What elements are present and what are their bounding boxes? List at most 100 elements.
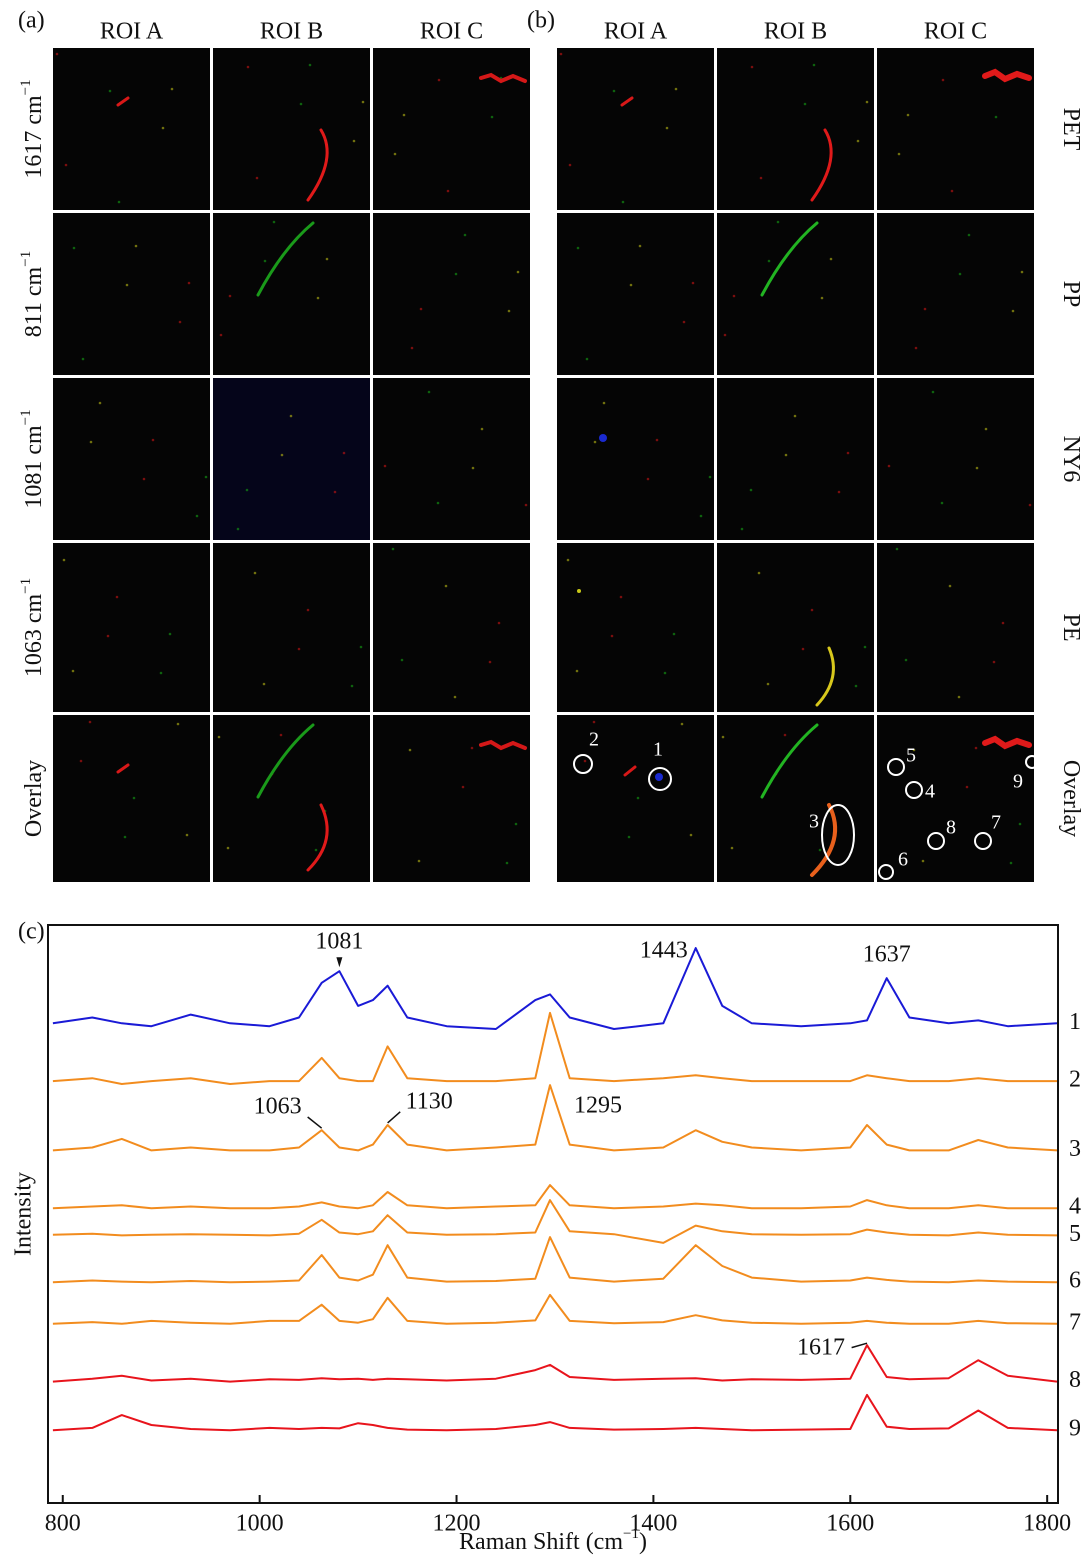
- speckle: [1001, 621, 1005, 625]
- speckle: [559, 52, 563, 56]
- speckle: [846, 451, 850, 455]
- speckle: [132, 796, 136, 800]
- speckle: [115, 595, 119, 599]
- speckle: [142, 477, 146, 481]
- feature: [306, 803, 329, 872]
- speckle: [1018, 822, 1022, 826]
- image-background: [557, 543, 714, 712]
- speckle: [837, 490, 841, 494]
- speckle: [391, 547, 395, 551]
- speckle: [436, 501, 440, 505]
- image-cell: [557, 715, 714, 882]
- column-header: ROI A: [604, 19, 668, 45]
- legend-label: 4: [1069, 1194, 1081, 1220]
- speckle: [79, 759, 83, 763]
- column-header: ROI C: [420, 19, 483, 45]
- marker-ellipse: [821, 804, 855, 866]
- image-cell: [717, 48, 874, 210]
- speckle: [170, 87, 174, 91]
- speckle: [699, 514, 703, 518]
- speckle: [636, 796, 640, 800]
- speckle: [488, 660, 492, 664]
- image-cell: [213, 48, 370, 210]
- marker-circle: [648, 767, 672, 791]
- speckle: [593, 440, 597, 444]
- speckle: [204, 475, 208, 479]
- speckle: [629, 283, 633, 287]
- image-background: [717, 48, 874, 210]
- speckle: [895, 547, 899, 551]
- speckle: [187, 281, 191, 285]
- speckle: [812, 63, 816, 67]
- annotation: 1617: [797, 1335, 845, 1361]
- row-label-part: PE: [1058, 613, 1083, 641]
- speckle: [236, 527, 240, 531]
- image-background: [717, 213, 874, 375]
- row-label: 1617 cm−1: [18, 79, 46, 178]
- speckle: [767, 259, 771, 263]
- speckle: [740, 527, 744, 531]
- speckle: [427, 390, 431, 394]
- speckle: [638, 244, 642, 248]
- row-label: 1063 cm−1: [18, 578, 46, 677]
- marker-label: 7: [991, 812, 1001, 834]
- speckle: [226, 846, 230, 850]
- image-cell: [53, 378, 210, 540]
- marker-circle: [927, 832, 945, 850]
- feature: [623, 765, 637, 777]
- speckle: [159, 671, 163, 675]
- speckle: [931, 390, 935, 394]
- marker-label: 5: [906, 745, 916, 767]
- speckle: [383, 464, 387, 468]
- marker-label: 3: [809, 811, 819, 833]
- image-cell: [213, 543, 370, 712]
- speckle: [480, 427, 484, 431]
- feature: [760, 723, 819, 799]
- image-cell: [877, 543, 1034, 712]
- feature: [599, 434, 607, 442]
- speckle: [463, 233, 467, 237]
- speckle: [974, 746, 978, 750]
- image-background: [877, 48, 1034, 210]
- x-axis-label-part: Raman Shift (cm: [459, 1529, 623, 1555]
- speckle: [592, 720, 596, 724]
- legend-label: 6: [1069, 1268, 1081, 1294]
- speckle: [1009, 861, 1013, 865]
- speckle: [757, 571, 761, 575]
- image-background: [717, 715, 874, 882]
- speckle: [585, 357, 589, 361]
- speckle: [803, 102, 807, 106]
- image-cell: [717, 543, 874, 712]
- annotation: 1081: [315, 929, 363, 955]
- speckle: [81, 357, 85, 361]
- image-background: [557, 715, 714, 882]
- row-label: PP: [1058, 281, 1083, 308]
- row-label: NY6: [1058, 436, 1083, 483]
- speckle: [897, 152, 901, 156]
- x-axis-label-part: ): [639, 1529, 647, 1555]
- speckle: [446, 189, 450, 193]
- speckle: [507, 309, 511, 313]
- image-cell: [877, 48, 1034, 210]
- speckle: [941, 78, 945, 82]
- speckle: [750, 65, 754, 69]
- speckle: [856, 139, 860, 143]
- panel-label: (a): [18, 8, 45, 34]
- speckle: [417, 859, 421, 863]
- feature: [256, 723, 315, 799]
- feature: [982, 735, 1032, 750]
- image-cell: [53, 213, 210, 375]
- feature: [982, 68, 1032, 83]
- image-cell: [53, 543, 210, 712]
- feature: [479, 72, 527, 84]
- spectrum-line: [52, 1293, 1058, 1325]
- speckle: [453, 695, 457, 699]
- speckle: [185, 833, 189, 837]
- speckle: [228, 294, 232, 298]
- speckle: [516, 270, 520, 274]
- speckle: [393, 152, 397, 156]
- image-background: [53, 715, 210, 882]
- speckle: [863, 645, 867, 649]
- speckle: [125, 283, 129, 287]
- speckle: [246, 65, 250, 69]
